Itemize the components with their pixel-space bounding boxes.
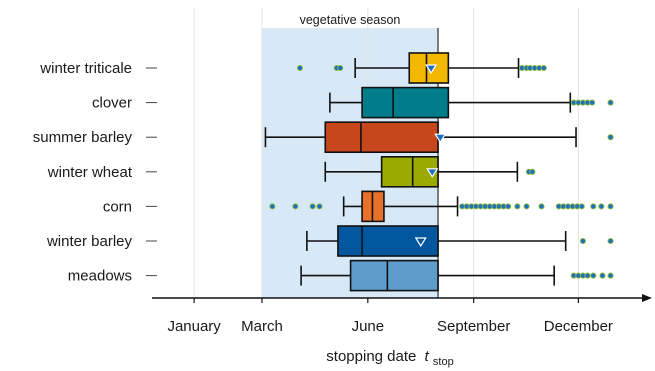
vegetative-season-label: vegetative season: [300, 13, 401, 27]
mean-marker: [414, 237, 427, 248]
outlier-point: [337, 64, 344, 72]
outlier-point: [598, 203, 605, 210]
outlier-point: [292, 203, 299, 210]
x-tick-label: December: [544, 318, 613, 335]
outlier-point: [296, 64, 304, 72]
mean-marker: [426, 168, 439, 178]
x-tick-label: January: [167, 318, 221, 335]
x-axis-title-symbol: t: [425, 348, 430, 365]
x-ticks: January March June September December: [167, 298, 613, 335]
outlier-point: [316, 203, 323, 210]
box-row: winter wheat: [47, 156, 536, 188]
box: [361, 86, 450, 119]
mean-marker: [425, 64, 438, 75]
outlier-point: [584, 272, 591, 279]
category-label: winter barley: [46, 233, 133, 250]
box-row: winter barley: [46, 225, 614, 257]
mean-marker: [434, 133, 447, 144]
box: [337, 225, 439, 257]
outlier-point: [309, 203, 316, 210]
box-row: winter triticale: [39, 52, 547, 84]
outlier-point: [589, 99, 596, 106]
outlier-point: [269, 203, 276, 210]
x-tick-label: June: [352, 318, 385, 335]
outlier-point: [590, 272, 597, 279]
outlier-point: [607, 99, 614, 106]
category-label: clover: [92, 95, 132, 112]
box: [349, 259, 439, 292]
outlier-point: [505, 203, 512, 210]
x-axis-title-text: stopping date: [326, 348, 416, 365]
category-label: winter wheat: [47, 164, 133, 181]
outlier-point: [607, 203, 614, 210]
x-tick-label: March: [241, 318, 283, 335]
box-row: corn: [103, 190, 614, 223]
outlier-point: [578, 203, 585, 210]
box-row: clover: [92, 86, 614, 119]
outlier-point: [607, 272, 614, 279]
box-rows: winter triticale clover summer barley winte…: [33, 52, 614, 292]
category-label: winter triticale: [39, 60, 132, 77]
category-label: summer barley: [33, 129, 133, 146]
outlier-point: [540, 64, 547, 72]
outlier-point: [607, 237, 614, 245]
outlier-point: [538, 203, 545, 210]
outlier-point: [579, 237, 586, 245]
category-label: meadows: [68, 268, 132, 285]
x-axis-title-subscript: stop: [433, 356, 454, 368]
outlier-point: [599, 272, 606, 279]
box-row: meadows: [68, 259, 614, 292]
outlier-point: [529, 168, 536, 175]
x-tick-label: September: [437, 318, 510, 335]
outlier-point: [590, 203, 597, 210]
x-axis-arrow: [642, 294, 652, 302]
x-axis-title: stopping date t stop: [326, 348, 453, 368]
outlier-point: [607, 134, 614, 141]
outlier-point: [514, 203, 521, 210]
outlier-point: [523, 203, 530, 210]
box: [324, 121, 439, 153]
box-row: summer barley: [33, 121, 614, 153]
category-label: corn: [103, 198, 132, 215]
